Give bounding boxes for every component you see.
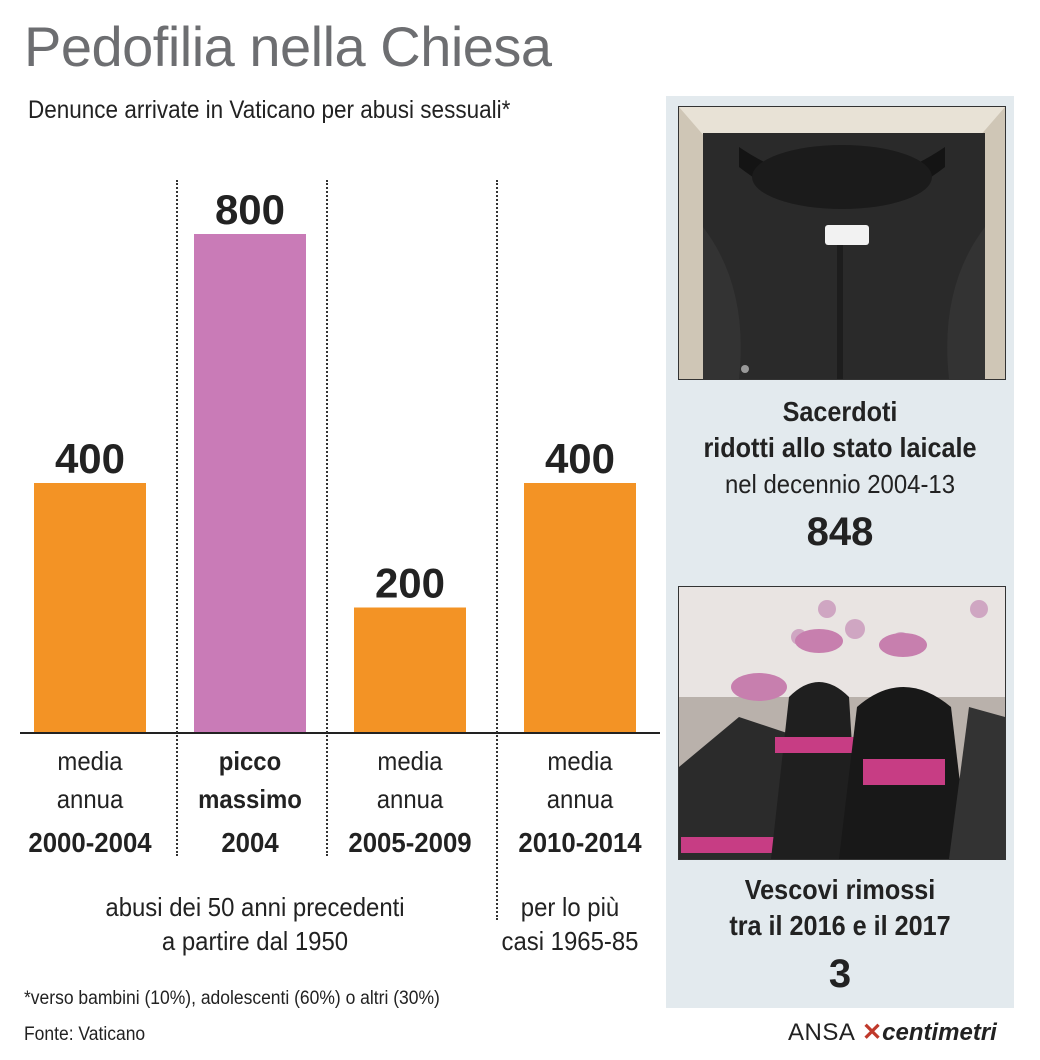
clergy-shirt-photo (678, 106, 1006, 380)
footnote: *verso bambini (10%), adolescenti (60%) … (24, 988, 440, 1009)
bar-1 (34, 483, 146, 732)
bar-chart: 400 800 200 400 (20, 186, 660, 734)
side-panel: Sacerdoti ridotti allo stato laicale nel… (666, 96, 1014, 1008)
note-left-line2: a partire dal 1950 (161, 926, 349, 956)
bishops-photo (678, 586, 1006, 860)
logo-arrow-icon: ✕ (862, 1019, 883, 1046)
category-line2: annua (546, 784, 614, 814)
bar-value-label-3: 200 (375, 560, 445, 607)
category-label-4: media annua 2010-2014 (502, 742, 658, 862)
bishops-line2: tra il 2016 e il 2017 (729, 910, 951, 941)
logo-brand: centimetri (882, 1019, 997, 1046)
category-line1: media (57, 746, 123, 776)
priests-line2: ridotti allo stato laicale (703, 432, 977, 463)
priests-line3: nel decennio 2004-13 (724, 469, 956, 499)
category-line1: media (377, 746, 443, 776)
category-line1: media (547, 746, 613, 776)
separator-line-3 (496, 180, 498, 920)
category-line2: annua (56, 784, 124, 814)
separator-line-1 (176, 180, 178, 856)
note-right-line1: per lo più (520, 892, 620, 922)
page-title: Pedofilia nella Chiesa (24, 15, 552, 78)
priests-line1: Sacerdoti (782, 396, 898, 427)
category-label-1: media annua 2000-2004 (12, 742, 168, 862)
priests-value: 848 (806, 510, 874, 554)
category-period: 2010-2014 (518, 827, 642, 858)
bar-value-label-2: 800 (215, 186, 285, 233)
note-left-line1: abusi dei 50 anni precedenti (105, 892, 405, 922)
bar-value-label-4: 400 (545, 435, 615, 482)
bar-4 (524, 483, 636, 732)
bar-3 (354, 607, 466, 732)
note-left: abusi dei 50 anni precedenti a partire d… (57, 890, 453, 958)
source-note: Fonte: Vaticano (24, 1024, 146, 1045)
priests-block: Sacerdoti ridotti allo stato laicale nel… (666, 394, 1014, 556)
category-label-3: media annua 2005-2009 (332, 742, 488, 862)
bishops-block: Vescovi rimossi tra il 2016 e il 2017 3 (666, 872, 1014, 998)
chart-subtitle: Denunce arrivate in Vaticano per abusi s… (28, 96, 511, 124)
bishops-line1: Vescovi rimossi (744, 874, 936, 905)
category-line2: massimo (198, 784, 302, 814)
category-line2: annua (376, 784, 444, 814)
separator-line-2 (326, 180, 328, 856)
note-right-line2: casi 1965-85 (501, 926, 639, 956)
ansa-centimetri-logo: ANSA ✕centimetri (788, 1018, 997, 1047)
bishops-value: 3 (828, 952, 852, 996)
bar-2 (194, 234, 306, 732)
bar-value-label-1: 400 (55, 435, 125, 482)
category-period: 2000-2004 (28, 827, 152, 858)
note-right: per lo più casi 1965-85 (487, 890, 653, 958)
category-period: 2004 (221, 827, 279, 858)
category-period: 2005-2009 (348, 827, 472, 858)
category-label-2: picco massimo 2004 (181, 742, 319, 862)
category-line1: picco (218, 746, 282, 776)
logo-ansa: ANSA (788, 1019, 856, 1046)
